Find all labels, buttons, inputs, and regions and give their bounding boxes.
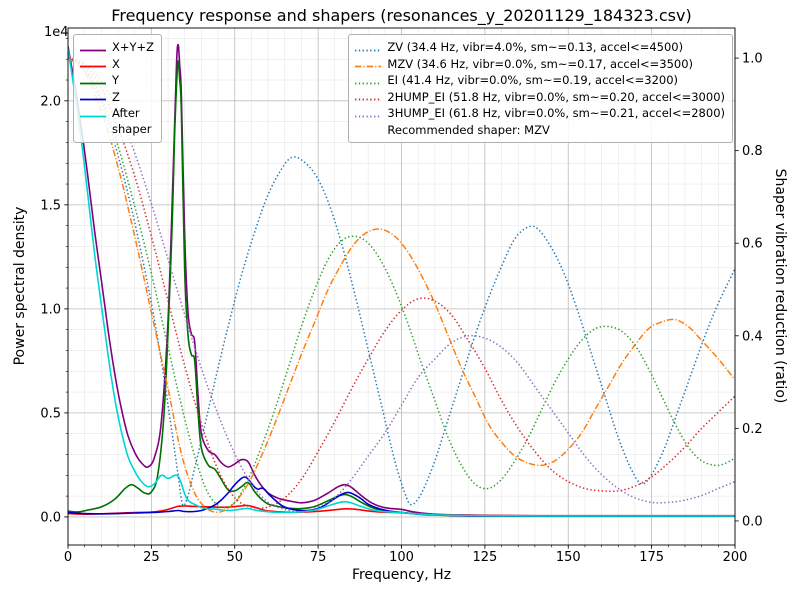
legend-label: Y <box>112 73 120 88</box>
legend-line-swatch <box>355 49 382 51</box>
psd-legend: X+Y+Z X Y Z After shaper <box>73 34 163 144</box>
x-axis-label: Frequency, Hz <box>351 567 452 583</box>
legend-label: 2HUMP_EI (51.8 Hz, vibr=0.0%, sm~=0.20, … <box>387 89 725 104</box>
legend-entry-y: Y <box>80 73 154 89</box>
right-y-tick-label: 0.0 <box>742 514 763 529</box>
left-y-tick-label: 2.0 <box>40 94 61 109</box>
recommended-shaper-note: Recommended shaper: MZV <box>387 122 550 137</box>
chart-title: Frequency response and shapers (resonanc… <box>111 6 692 25</box>
psd-curve-after-shaper <box>68 48 735 517</box>
legend-entry-x: X <box>80 57 154 73</box>
legend-line-swatch <box>80 98 106 101</box>
tick-labels: 0 25 50 75 100 125 150 175 200 0.0 0.5 1.0 1.5 2.0 0.0… <box>40 52 762 565</box>
shaper-curve-2hump_ei <box>68 57 735 509</box>
x-tick-label: 50 <box>226 550 243 565</box>
x-tick-label: 0 <box>64 550 72 565</box>
legend-entry-ei: EI (41.4 Hz, vibr=0.0%, sm~=0.19, accel<… <box>355 73 725 89</box>
right-y-tick-label: 0.6 <box>742 237 763 252</box>
legend-entry-z: Z <box>80 90 154 106</box>
shaper-curve-zv <box>68 57 735 507</box>
legend-line-swatch <box>355 98 382 101</box>
legend-entry-mzv: MZV (34.6 Hz, vibr=0.0%, sm~=0.17, accel… <box>355 57 725 73</box>
left-axis-offset-label: 1e4 <box>44 25 69 40</box>
legend-line-swatch <box>355 115 382 117</box>
x-tick-label: 200 <box>723 550 748 565</box>
x-tick-label: 100 <box>389 550 414 565</box>
left-y-tick-label: 1.0 <box>40 302 61 317</box>
legend-entry-3hump_ei: 3HUMP_EI (61.8 Hz, vibr=0.0%, sm~=0.21, … <box>355 106 725 122</box>
left-y-axis-label: Power spectral density <box>12 206 28 366</box>
right-y-tick-label: 0.2 <box>742 422 763 437</box>
legend-line-swatch <box>80 115 106 117</box>
curves <box>68 43 735 517</box>
axis-ticks <box>64 38 739 549</box>
legend-label: X+Y+Z <box>112 40 155 54</box>
right-y-tick-label: 0.8 <box>742 144 763 159</box>
legend-label: X <box>112 56 120 71</box>
left-y-tick-label: 0.0 <box>40 510 61 525</box>
right-y-tick-label: 0.4 <box>742 329 763 344</box>
legend-line-swatch <box>80 49 106 51</box>
legend-label: EI (41.4 Hz, vibr=0.0%, sm~=0.19, accel<… <box>387 73 679 88</box>
shaper-legend: ZV (34.4 Hz, vibr=4.0%, sm~=0.13, accel<… <box>348 34 733 144</box>
legend-label: ZV (34.4 Hz, vibr=4.0%, sm~=0.13, accel<… <box>387 40 684 54</box>
legend-entry-2hump_ei: 2HUMP_EI (51.8 Hz, vibr=0.0%, sm~=0.20, … <box>355 90 725 106</box>
left-y-tick-label: 0.5 <box>40 406 61 421</box>
right-y-tick-label: 1.0 <box>742 52 763 67</box>
left-y-tick-label: 1.5 <box>40 198 61 213</box>
x-tick-label: 75 <box>310 550 327 565</box>
legend-label: 3HUMP_EI (61.8 Hz, vibr=0.0%, sm~=0.21, … <box>387 106 725 121</box>
x-tick-label: 25 <box>143 550 160 565</box>
legend-label: After shaper <box>112 106 152 136</box>
shaper-curve-3hump_ei <box>68 57 735 513</box>
x-tick-label: 175 <box>639 550 664 565</box>
legend-line-swatch <box>355 82 382 84</box>
right-y-axis-label: Shaper vibration reduction (ratio) <box>772 168 788 404</box>
legend-line-swatch <box>80 82 106 84</box>
legend-entry-zv: ZV (34.4 Hz, vibr=4.0%, sm~=0.13, accel<… <box>355 40 725 56</box>
legend-line-swatch <box>80 65 106 68</box>
legend-label: Z <box>112 89 120 104</box>
x-tick-label: 125 <box>472 550 497 565</box>
shaper-curve-mzv <box>68 57 735 513</box>
legend-entry-x-y-z: X+Y+Z <box>80 40 154 56</box>
x-tick-label: 150 <box>556 550 581 565</box>
legend-entry-after-shaper: After shaper <box>80 106 154 137</box>
legend-label: MZV (34.6 Hz, vibr=0.0%, sm~=0.17, accel… <box>387 56 694 71</box>
legend-line-swatch <box>355 65 382 68</box>
